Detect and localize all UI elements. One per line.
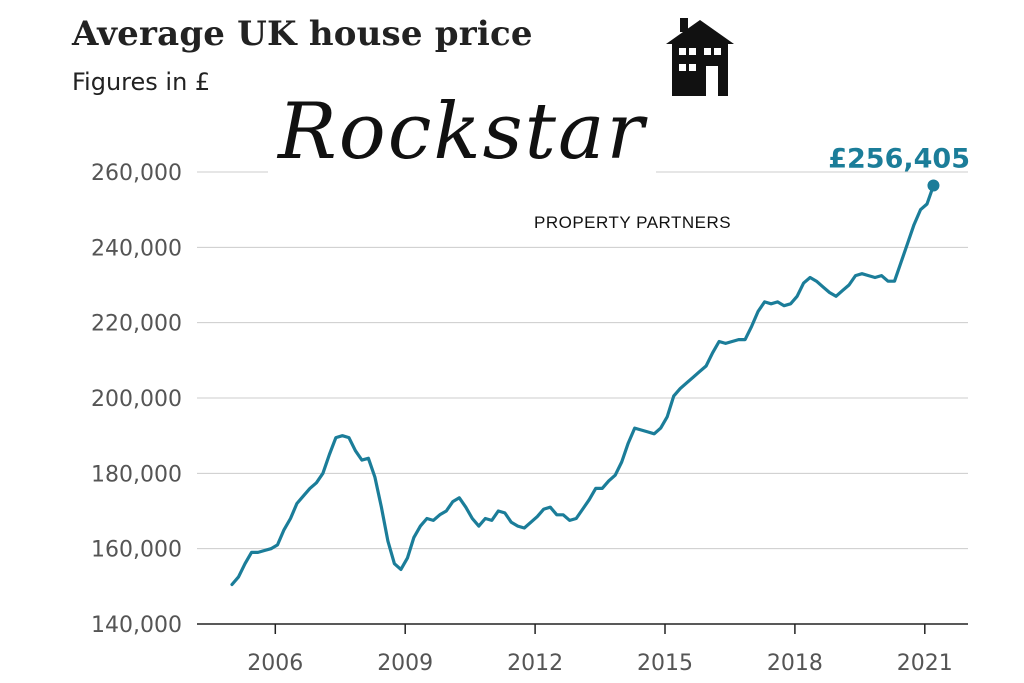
logo-subtext: PROPERTY PARTNERS [530, 213, 736, 233]
y-tick-label: 260,000 [91, 161, 182, 186]
series-line [230, 183, 936, 587]
y-tick-label: 140,000 [91, 613, 182, 638]
house-icon [666, 18, 734, 96]
logo-script-text: Rockstar [268, 89, 656, 176]
y-tick-label: 240,000 [91, 236, 182, 261]
x-tick-label: 2012 [507, 651, 563, 676]
x-tick-label: 2018 [767, 651, 823, 676]
end-value-label: £256,405 [828, 144, 970, 175]
chart-title: Average UK house price [72, 14, 533, 54]
x-tick-label: 2009 [377, 651, 433, 676]
x-axis-ticks: 2006 2009 2012 2015 2018 2021 [247, 624, 953, 676]
x-tick-label: 2015 [637, 651, 693, 676]
y-tick-label: 200,000 [91, 387, 182, 412]
chart-subtitle: Figures in £ [72, 68, 211, 96]
y-tick-label: 160,000 [91, 538, 182, 563]
x-tick-label: 2006 [247, 651, 303, 676]
x-tick-label: 2021 [897, 651, 953, 676]
end-point-marker [927, 179, 940, 192]
y-tick-label: 220,000 [91, 312, 182, 337]
y-tick-label: 180,000 [91, 462, 182, 487]
y-axis-ticks: 140,000 160,000 180,000 200,000 220,000 240,0… [91, 161, 182, 638]
